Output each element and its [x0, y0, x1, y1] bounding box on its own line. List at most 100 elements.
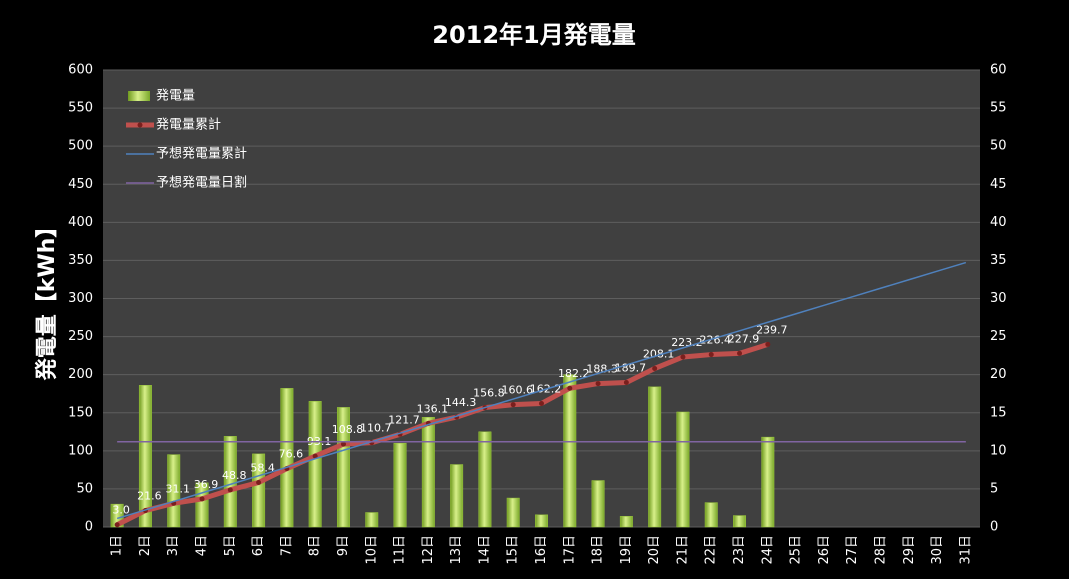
data-label: 160.6: [501, 384, 533, 397]
data-label: 189.7: [615, 362, 647, 375]
data-label: 76.6: [279, 448, 304, 461]
chart-title: 2012年1月発電量: [432, 21, 636, 49]
x-tick-label: 1日: [110, 535, 125, 556]
x-tick-label: 24日: [760, 535, 775, 565]
bar: [648, 386, 662, 528]
bar: [336, 407, 350, 528]
bar: [167, 454, 181, 528]
marker: [680, 354, 686, 360]
x-tick-label: 5日: [223, 535, 238, 556]
y2-tick-label: 30: [990, 291, 1007, 306]
marker: [539, 400, 544, 406]
data-label: 3.0: [112, 504, 130, 517]
y-tick-label: 200: [68, 367, 93, 382]
y-tick-label: 600: [68, 63, 93, 78]
bar: [365, 512, 379, 528]
y2-tick-label: 60: [990, 63, 1007, 78]
y-tick-label: 50: [76, 481, 93, 496]
data-label: 144.3: [445, 396, 477, 409]
legend-label: 発電量: [156, 89, 195, 104]
marker: [623, 380, 629, 386]
data-label: 110.7: [360, 422, 392, 435]
bar: [704, 502, 718, 528]
data-label: 156.8: [473, 387, 505, 400]
y2-tick-label: 15: [990, 405, 1007, 420]
bar: [478, 431, 492, 528]
marker: [737, 350, 743, 356]
data-label: 136.1: [417, 402, 449, 415]
y-tick-label: 550: [68, 101, 93, 116]
y2-tick-label: 40: [990, 215, 1007, 230]
data-label: 227.9: [728, 332, 760, 345]
x-tick-label: 11日: [393, 535, 408, 565]
data-label: 182.2: [558, 367, 590, 380]
x-tick-label: 14日: [477, 535, 492, 565]
x-tick-label: 3日: [166, 535, 181, 556]
x-tick-label: 16日: [534, 535, 549, 565]
line: [116, 261, 967, 520]
x-tick-label: 30日: [930, 535, 945, 565]
data-label: 108.8: [332, 423, 364, 436]
data-label: 223.2: [671, 336, 703, 349]
data-label: 58.4: [250, 462, 275, 475]
bar: [138, 385, 152, 528]
x-tick-label: 17日: [562, 535, 577, 565]
bar: [619, 516, 633, 528]
y-tick-label: 250: [68, 329, 93, 344]
data-label: 226.4: [699, 334, 731, 347]
bar: [535, 514, 548, 528]
bar: [280, 388, 294, 528]
marker: [256, 480, 262, 486]
y-axis-title: 発電量【kWh】: [35, 216, 60, 382]
bar: [421, 417, 435, 528]
legend-label: 予想発電量日割: [156, 175, 247, 191]
bar: [733, 515, 747, 528]
bar: [308, 401, 322, 528]
data-label: 31.1: [165, 482, 190, 495]
x-tick-label: 31日: [958, 535, 973, 565]
x-tick-label: 13日: [449, 535, 464, 565]
data-label: 48.8: [222, 469, 247, 482]
y-tick-label: 100: [68, 443, 93, 458]
marker: [652, 365, 658, 371]
x-tick-label: 23日: [732, 535, 747, 565]
x-tick-label: 21日: [675, 535, 690, 565]
x-tick-label: 8日: [308, 535, 323, 556]
y-tick-label: 350: [68, 253, 93, 268]
x-tick-label: 10日: [364, 535, 379, 565]
bar: [252, 453, 266, 528]
y2-tick-label: 25: [990, 329, 1007, 344]
legend-marker: [137, 122, 143, 128]
x-tick-label: 12日: [421, 535, 436, 565]
marker: [708, 352, 714, 358]
y-tick-label: 500: [68, 139, 93, 154]
x-tick-label: 19日: [619, 535, 634, 565]
data-label: 239.7: [756, 323, 788, 336]
x-tick-label: 26日: [817, 535, 832, 565]
marker: [227, 487, 233, 493]
bar: [223, 436, 237, 528]
x-tick-label: 28日: [873, 535, 888, 565]
x-tick-label: 18日: [591, 535, 606, 565]
y-tick-label: 450: [68, 177, 93, 192]
bar: [676, 411, 690, 528]
y-tick-label: 150: [68, 405, 93, 420]
marker: [567, 385, 573, 391]
bar: [506, 497, 520, 528]
bar: [591, 480, 605, 528]
data-label: 188.3: [586, 363, 618, 376]
y-tick-label: 0: [85, 520, 93, 535]
bar: [563, 374, 577, 528]
marker: [199, 496, 205, 502]
x-tick-label: 27日: [845, 535, 860, 565]
x-tick-label: 22日: [704, 535, 719, 565]
y2-tick-label: 50: [990, 139, 1007, 154]
legend-swatch: [128, 91, 150, 101]
data-label: 36.9: [194, 478, 219, 491]
y-tick-label: 400: [68, 215, 93, 230]
marker: [312, 453, 318, 459]
marker: [510, 402, 516, 408]
x-tick-label: 2日: [138, 535, 153, 556]
